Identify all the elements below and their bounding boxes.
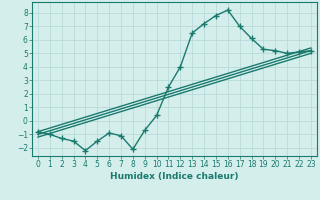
X-axis label: Humidex (Indice chaleur): Humidex (Indice chaleur) [110, 172, 239, 181]
